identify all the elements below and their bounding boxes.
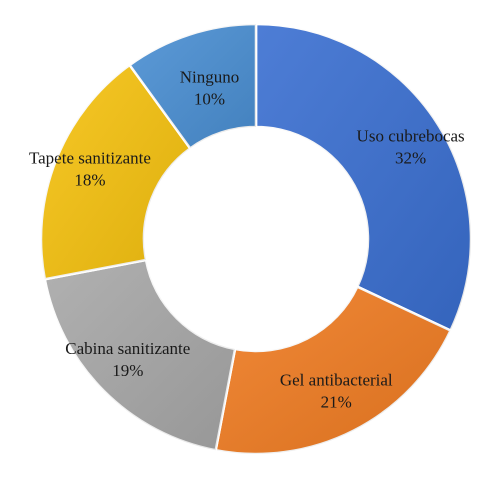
slice-percent-label: 19% [112,361,143,380]
slice-uso-cubrebocas-shade [256,24,471,331]
slice-cabina-sanitizante [43,258,237,452]
slice-uso-cubrebocas [254,22,473,332]
slices-layer [39,22,473,456]
slice-ninguno-shade [129,24,256,149]
slice-category-label: Gel antibacterial [280,371,393,390]
slice-label-uso-cubrebocas: Uso cubrebocas 32% [357,127,465,168]
slice-gel-antibacterial [214,285,452,456]
slice-percent-label: 21% [321,393,352,412]
slice-cabina-sanitizante-shade [44,259,236,451]
slice-ninguno [128,22,258,150]
slice-percent-label: 10% [194,89,225,108]
slice-label-tapete-sanitizante: Tapete sanitizante 18% [29,148,151,189]
slice-label-ninguno: Ninguno 10% [180,67,240,108]
slice-label-gel-antibacterial: Gel antibacterial 21% [280,371,393,412]
slice-gel-antibacterial-shade [215,286,451,454]
slice-tapete-sanitizante [39,63,192,281]
slice-category-label: Uso cubrebocas [357,127,465,146]
slice-category-label: Tapete sanitizante [29,148,151,167]
slice-category-label: Cabina sanitizante [65,339,190,358]
slice-label-cabina-sanitizante: Cabina sanitizante 19% [65,339,190,380]
slice-percent-label: 32% [395,149,426,168]
labels-layer: Uso cubrebocas 32% Gel antibacterial 21% Cab… [29,67,465,411]
slice-percent-label: 18% [74,170,105,189]
slice-category-label: Ninguno [180,67,240,86]
slice-tapete-sanitizante-shade [40,65,191,280]
